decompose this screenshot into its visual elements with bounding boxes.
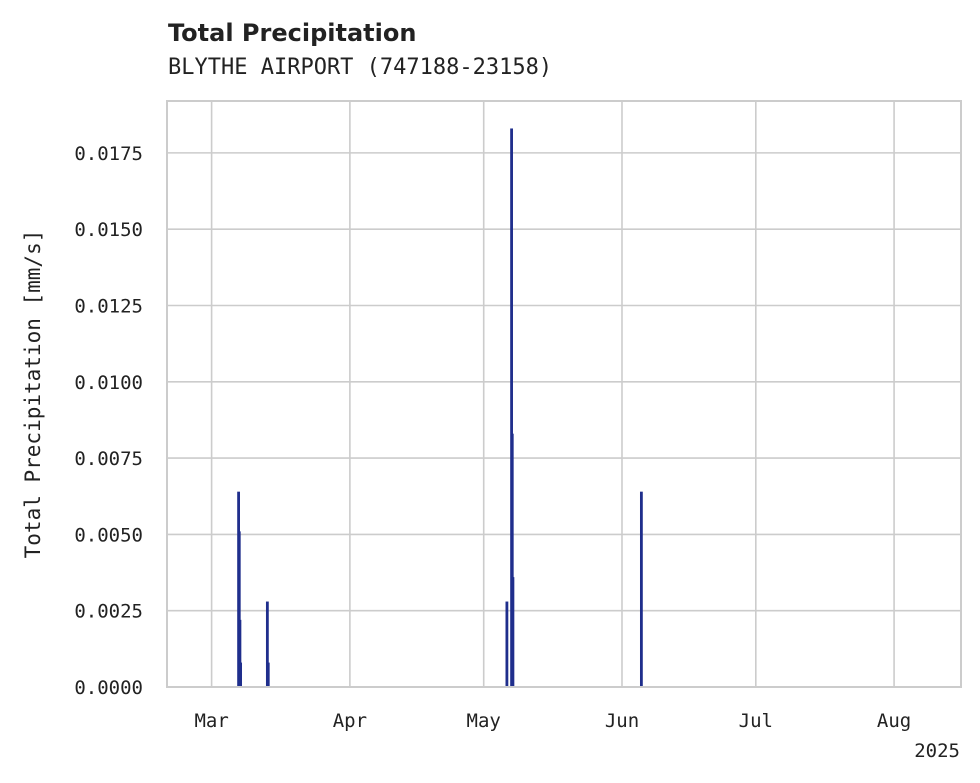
grid-lines bbox=[167, 101, 961, 688]
y-tick-label: 0.0175 bbox=[74, 143, 143, 165]
precipitation-bar bbox=[238, 619, 242, 687]
precipitation-bar bbox=[511, 577, 515, 687]
precipitation-bar bbox=[237, 531, 241, 687]
precipitation-bar bbox=[510, 128, 513, 687]
x-tick-label: Jul bbox=[739, 710, 773, 732]
y-tick-label: 0.0100 bbox=[74, 372, 143, 394]
y-axis-ticks: 0.0000 0.0025 0.0050 0.0075 0.0100 0.0125 0.01… bbox=[74, 143, 143, 699]
y-tick-label: 0.0075 bbox=[74, 448, 143, 470]
precipitation-bar bbox=[239, 662, 243, 687]
precipitation-bar bbox=[639, 491, 643, 687]
x-tick-label: Jun bbox=[605, 710, 639, 732]
x-tick-label: May bbox=[467, 710, 501, 732]
x-tick-label: Apr bbox=[333, 710, 367, 732]
precipitation-bars bbox=[237, 128, 643, 687]
x-axis-ticks: Mar Apr May Jun Jul Aug bbox=[194, 710, 911, 732]
x-tick-label: Aug bbox=[877, 710, 911, 732]
precipitation-bar bbox=[505, 601, 509, 687]
x-tick-label: Mar bbox=[194, 710, 228, 732]
precipitation-bar bbox=[510, 433, 514, 687]
y-tick-label: 0.0125 bbox=[74, 295, 143, 317]
y-tick-label: 0.0000 bbox=[74, 677, 143, 699]
precipitation-bar bbox=[266, 662, 270, 687]
chart-subtitle: BLYTHE AIRPORT (747188-23158) bbox=[168, 55, 552, 80]
x-axis-year-label: 2025 bbox=[914, 740, 960, 762]
chart-title: Total Precipitation bbox=[168, 19, 416, 47]
y-tick-label: 0.0150 bbox=[74, 219, 143, 241]
y-axis-label: Total Precipitation [mm/s] bbox=[21, 230, 45, 559]
y-tick-label: 0.0050 bbox=[74, 524, 143, 546]
precipitation-bar bbox=[265, 601, 269, 687]
y-tick-label: 0.0025 bbox=[74, 601, 143, 623]
plot-frame bbox=[166, 100, 962, 688]
